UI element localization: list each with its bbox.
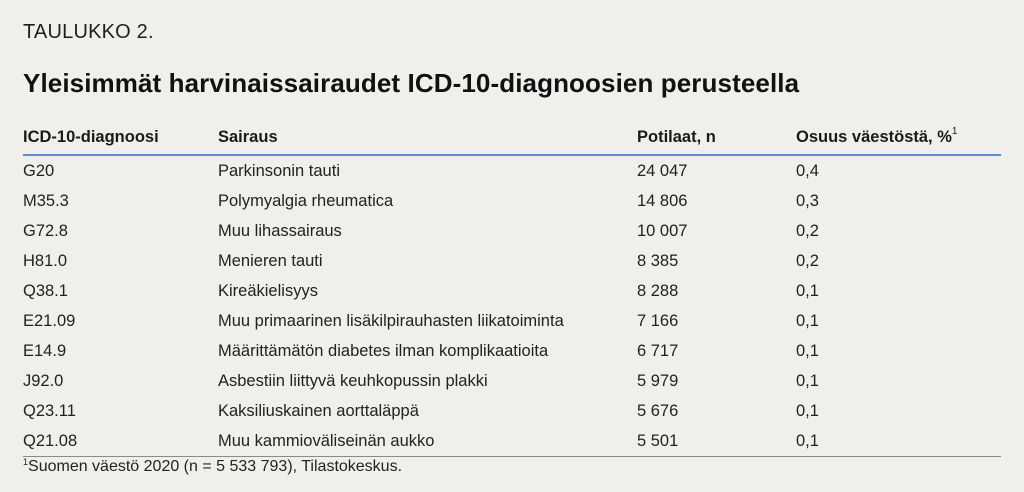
cell-icd-code: Q21.08 [23, 426, 218, 457]
column-header-patients: Potilaat, n [637, 124, 796, 156]
cell-icd-code: E14.9 [23, 341, 67, 360]
cell-share: 0,1 [796, 341, 819, 360]
table-body: G20 Parkinsonin tauti 24 047 0,4 M35.3 Polymy… [23, 155, 1001, 457]
cell-disease: Muu kammioväliseinän aukko [218, 426, 637, 457]
cell-patients: 24 047 [637, 161, 688, 180]
cell-icd-code: M35.3 [23, 191, 69, 210]
cell-disease: Määrittämätön diabetes ilman komplikaati… [218, 341, 549, 360]
cell-share: 0,3 [796, 191, 819, 210]
data-table: ICD-10-diagnoosi Sairaus Potilaat, n Osu… [23, 124, 1001, 457]
cell-patients: 14 806 [637, 191, 688, 210]
cell-icd-code: E21.09 [23, 311, 76, 330]
table-row: E14.9 Määrittämätön diabetes ilman kompli… [23, 336, 1001, 366]
header-row: ICD-10-diagnoosi Sairaus Potilaat, n Osu… [23, 124, 1001, 156]
cell-patients: 10 007 [637, 221, 688, 240]
cell-icd-code: Q23.11 [23, 401, 76, 420]
cell-patients: 8 288 [637, 281, 679, 300]
cell-patients: 5 676 [637, 401, 679, 420]
cell-disease: Parkinsonin tauti [218, 161, 340, 180]
cell-disease: Muu primaarinen lisäkilpirauhasten liika… [218, 311, 564, 330]
cell-share: 0,1 [796, 371, 819, 390]
cell-icd-code: J92.0 [23, 371, 64, 390]
cell-patients: 5 501 [637, 426, 796, 457]
cell-patients: 5 979 [637, 371, 679, 390]
cell-disease: Muu lihassairaus [218, 221, 342, 240]
cell-share: 0,1 [796, 401, 819, 420]
column-header-disease: Sairaus [218, 124, 637, 156]
cell-disease: Kireäkielisyys [218, 281, 318, 300]
table-label: TAULUKKO 2. [23, 21, 154, 43]
cell-icd-code: G72.8 [23, 221, 68, 240]
cell-disease: Kaksiliuskainen aorttaläppä [218, 401, 419, 420]
footnote-text: Suomen väestö 2020 (n = 5 533 793), Tila… [28, 458, 403, 475]
cell-disease: Polymyalgia rheumatica [218, 191, 394, 210]
footnote: 1Suomen väestö 2020 (n = 5 533 793), Til… [23, 457, 403, 476]
cell-patients: 6 717 [637, 341, 679, 360]
cell-share: 0,1 [796, 281, 819, 300]
table-row: Q21.08 Muu kammioväliseinän aukko 5 501 0,1 [23, 426, 1001, 457]
cell-share: 0,2 [796, 251, 819, 270]
cell-share: 0,2 [796, 221, 819, 240]
cell-icd-code: H81.0 [23, 251, 68, 270]
table-title: Yleisimmät harvinaissairaudet ICD-10-dia… [23, 68, 800, 98]
cell-patients: 8 385 [637, 251, 679, 270]
table-row: E21.09 Muu primaarinen lisäkilpirauhasten… [23, 306, 1001, 336]
column-header-share: Osuus väestöstä, %1 [796, 124, 1001, 156]
footnote-marker-header: 1 [951, 126, 958, 137]
table-row: G72.8 Muu lihassairaus 10 007 0,2 [23, 216, 1001, 246]
cell-share: 0,4 [796, 161, 819, 180]
cell-icd-code: G20 [23, 161, 55, 180]
table-row: H81.0 Menieren tauti 8 385 0,2 [23, 246, 1001, 276]
cell-disease: Asbestiin liittyvä keuhkopussin plakki [218, 371, 488, 390]
cell-icd-code: Q38.1 [23, 281, 68, 300]
footnote-marker: 1 [23, 457, 29, 467]
table-row: J92.0 Asbestiin liittyvä keuhkopussin pla… [23, 366, 1001, 396]
column-header-icd: ICD-10-diagnoosi [23, 124, 218, 156]
cell-share: 0,1 [796, 311, 819, 330]
cell-disease: Menieren tauti [218, 251, 323, 270]
table-row: M35.3 Polymyalgia rheumatica 14 806 0,3 [23, 186, 1001, 216]
table-row: G20 Parkinsonin tauti 24 047 0,4 [23, 155, 1001, 186]
table-row: Q23.11 Kaksiliuskainen aorttaläppä 5 676 0,… [23, 396, 1001, 426]
table-row: Q38.1 Kireäkielisyys 8 288 0,1 [23, 276, 1001, 306]
cell-patients: 7 166 [637, 311, 679, 330]
column-header-share-label: Osuus väestöstä, % [796, 128, 952, 146]
cell-share: 0,1 [796, 426, 1001, 457]
